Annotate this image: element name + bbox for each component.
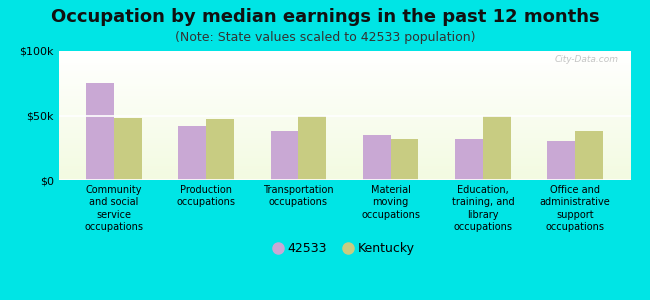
Bar xyxy=(58,172,630,175)
Bar xyxy=(575,131,603,180)
Bar xyxy=(58,128,630,131)
Bar xyxy=(58,59,630,61)
Bar xyxy=(58,85,630,87)
Bar xyxy=(58,121,630,123)
Bar xyxy=(547,141,575,180)
Bar xyxy=(58,98,630,100)
Bar xyxy=(58,118,630,121)
Bar xyxy=(58,167,630,170)
Bar xyxy=(58,177,630,180)
Bar xyxy=(206,119,234,180)
Bar xyxy=(298,116,326,180)
Bar xyxy=(179,126,206,180)
Bar xyxy=(58,144,630,146)
Bar xyxy=(58,95,630,98)
Bar xyxy=(58,64,630,67)
Bar xyxy=(58,92,630,95)
Bar xyxy=(391,139,419,180)
Bar xyxy=(58,141,630,144)
Bar xyxy=(58,113,630,116)
Bar xyxy=(58,134,630,136)
Bar xyxy=(58,152,630,154)
Bar xyxy=(58,110,630,113)
Bar xyxy=(58,154,630,157)
Bar xyxy=(58,82,630,85)
Bar xyxy=(363,135,391,180)
Bar xyxy=(58,164,630,167)
Bar xyxy=(58,51,630,54)
Bar xyxy=(58,100,630,103)
Bar xyxy=(114,118,142,180)
Bar xyxy=(58,146,630,149)
Bar xyxy=(270,131,298,180)
Bar xyxy=(58,61,630,64)
Bar xyxy=(483,116,510,180)
Bar xyxy=(58,149,630,152)
Bar xyxy=(58,126,630,128)
Bar xyxy=(58,74,630,77)
Bar xyxy=(58,80,630,82)
Bar xyxy=(58,170,630,172)
Bar xyxy=(58,136,630,139)
Bar xyxy=(58,90,630,92)
Bar xyxy=(58,56,630,59)
Bar xyxy=(58,54,630,56)
Bar xyxy=(58,159,630,162)
Text: Occupation by median earnings in the past 12 months: Occupation by median earnings in the pas… xyxy=(51,8,599,26)
Bar xyxy=(58,131,630,134)
Bar xyxy=(58,69,630,72)
Legend: 42533, Kentucky: 42533, Kentucky xyxy=(268,236,421,262)
Bar xyxy=(58,87,630,90)
Bar xyxy=(58,72,630,74)
Bar xyxy=(58,123,630,126)
Bar xyxy=(58,67,630,69)
Bar xyxy=(58,157,630,159)
Bar xyxy=(58,175,630,177)
Bar xyxy=(58,139,630,141)
Bar xyxy=(58,108,630,110)
Text: City-Data.com: City-Data.com xyxy=(555,55,619,64)
Bar xyxy=(58,105,630,108)
Text: (Note: State values scaled to 42533 population): (Note: State values scaled to 42533 popu… xyxy=(175,32,475,44)
Bar xyxy=(58,77,630,80)
Bar xyxy=(58,103,630,105)
Bar xyxy=(455,139,483,180)
Bar xyxy=(58,116,630,118)
Bar xyxy=(58,162,630,164)
Bar xyxy=(86,83,114,180)
